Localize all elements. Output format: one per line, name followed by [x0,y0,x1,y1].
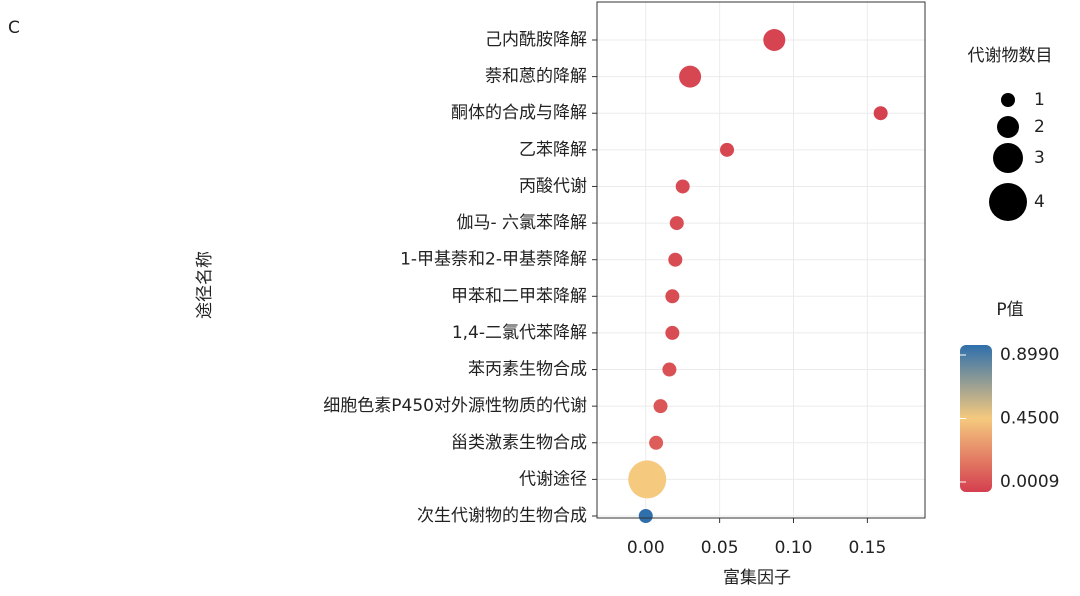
bubble [720,142,735,157]
x-tick-label: 0.15 [848,538,886,558]
y-tick-label: 甲苯和二甲苯降解 [451,286,587,306]
x-tick-label: 0.00 [627,538,665,558]
y-tick-label: 己内酰胺降解 [485,30,587,50]
bubble [763,29,786,51]
size-legend-label: 4 [1034,192,1045,212]
color-tick-label: 0.0009 [1000,472,1059,492]
plot-border [596,1,926,519]
x-tick-label: 0.05 [701,538,739,558]
y-tick-label: 伽马- 六氯苯降解 [456,213,587,233]
x-tick-label: 0.10 [775,538,813,558]
bubble [649,435,664,450]
y-tick-label: 1,4-二氯代苯降解 [452,323,587,343]
bubble [662,362,677,377]
size-legend-key [993,143,1023,173]
color-tick-label: 0.4500 [1000,408,1059,428]
y-tick-label: 代谢途径 [519,469,587,489]
y-tick-label: 乙苯降解 [519,140,587,160]
color-tick-label: 0.8990 [1000,345,1059,365]
y-tick-label: 酮体的合成与降解 [451,103,587,123]
y-tick-label: 1-甲基萘和2-甲基萘降解 [400,250,587,270]
color-legend-title: P值 [996,300,1023,320]
y-axis-title: 途径名称 [195,251,215,319]
size-legend-label: 2 [1034,117,1045,137]
size-legend-key [989,183,1027,221]
bubble [679,65,702,88]
bubble [873,106,888,121]
y-tick-label: 丙酸代谢 [519,176,587,196]
size-legend-key [1001,93,1015,107]
color-bar [960,345,992,492]
y-tick-label: 细胞色素P450对外源性物质的代谢 [323,396,587,416]
size-legend-label: 3 [1034,148,1045,168]
size-legend-label: 1 [1034,90,1045,110]
y-tick-label: 次生代谢物的生物合成 [417,506,587,526]
x-axis-title: 富集因子 [723,568,791,588]
bubble [653,399,668,414]
bubble [665,289,680,304]
y-tick-label: 苯丙素生物合成 [468,360,587,380]
panel-label: C [8,18,20,38]
bubble [668,252,683,267]
bubble [675,179,690,194]
bubble [665,325,680,340]
y-tick-label: 萘和蒽的降解 [485,67,587,87]
bubble [669,216,684,231]
y-tick-label: 甾类激素生物合成 [451,433,587,453]
bubble [628,460,667,499]
size-legend-key [997,116,1019,138]
size-legend-title: 代谢物数目 [968,46,1053,66]
bubble [638,509,653,523]
